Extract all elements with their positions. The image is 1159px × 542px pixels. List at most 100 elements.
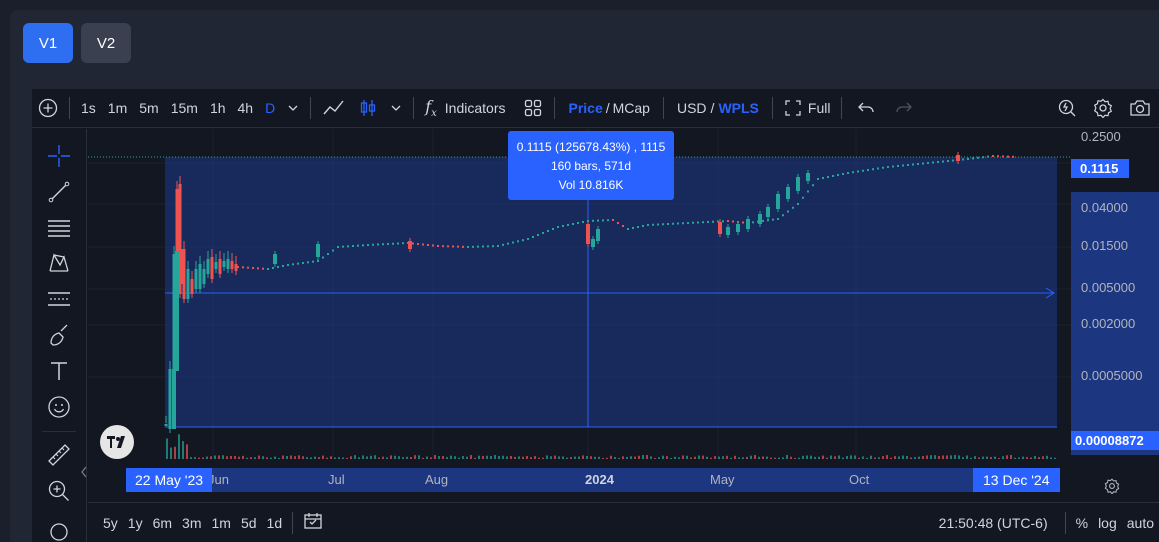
volume-bar bbox=[290, 455, 292, 459]
range-1d[interactable]: 1d bbox=[262, 515, 288, 531]
axis-settings-button[interactable] bbox=[1104, 478, 1120, 499]
tab-v2[interactable]: V2 bbox=[81, 23, 131, 63]
volume-bar bbox=[194, 457, 196, 459]
interval-4h[interactable]: 4h bbox=[232, 89, 260, 128]
settings-button[interactable] bbox=[1085, 89, 1121, 128]
tooltip-price-change: 0.1115 (125678.43%) , 1115 bbox=[508, 138, 674, 157]
candle-body bbox=[627, 228, 629, 230]
range-6m[interactable]: 6m bbox=[148, 515, 177, 531]
candle-body bbox=[607, 219, 609, 221]
text-tool[interactable] bbox=[46, 358, 72, 384]
candle-body bbox=[662, 223, 664, 225]
wpls-option[interactable]: WPLS bbox=[718, 100, 758, 116]
interval-1h[interactable]: 1h bbox=[204, 89, 232, 128]
layouts-button[interactable] bbox=[517, 89, 549, 128]
crosshair-tool[interactable] bbox=[46, 143, 72, 169]
grid-icon bbox=[523, 98, 543, 118]
currency-toggle[interactable]: USD / WPLS bbox=[669, 89, 767, 128]
zoom-tool[interactable] bbox=[46, 478, 72, 504]
candle-body bbox=[697, 222, 699, 224]
interval-1s[interactable]: 1s bbox=[75, 89, 102, 128]
line-chart-button[interactable] bbox=[316, 89, 352, 128]
chart-type-dropdown[interactable] bbox=[384, 89, 408, 128]
volume-bar bbox=[998, 458, 1000, 459]
volume-bar bbox=[574, 457, 576, 459]
candle-body bbox=[357, 245, 359, 247]
indicators-button[interactable]: fx Indicators bbox=[419, 89, 511, 128]
undo-button[interactable] bbox=[847, 89, 885, 128]
percent-toggle[interactable]: % bbox=[1071, 515, 1093, 531]
usd-option[interactable]: USD bbox=[677, 100, 707, 116]
interval-5m[interactable]: 5m bbox=[133, 89, 164, 128]
volume-bar bbox=[1006, 455, 1008, 459]
interval-d[interactable]: D bbox=[259, 89, 281, 128]
volume-bar bbox=[318, 457, 320, 459]
candle-body bbox=[342, 246, 344, 248]
volume-bar bbox=[514, 457, 516, 459]
volume-bar bbox=[750, 456, 752, 459]
volume-bar bbox=[170, 448, 172, 459]
tradingview-logo[interactable] bbox=[100, 425, 134, 459]
candle-body bbox=[172, 369, 176, 429]
candle-body bbox=[932, 162, 934, 164]
price-mcap-toggle[interactable]: Price / MCap bbox=[560, 89, 658, 128]
range-5y[interactable]: 5y bbox=[98, 515, 123, 531]
volume-bar bbox=[430, 457, 432, 459]
range-1m[interactable]: 1m bbox=[207, 515, 236, 531]
add-symbol-button[interactable] bbox=[32, 89, 64, 128]
screenshot-button[interactable] bbox=[1121, 89, 1159, 128]
volume-bar bbox=[358, 457, 360, 459]
volume-bar bbox=[966, 455, 968, 459]
time-axis[interactable]: Jun Jul Aug 2024 May Oct 22 May '23 13 D… bbox=[88, 460, 1071, 502]
quick-search-button[interactable] bbox=[1049, 89, 1085, 128]
log-toggle[interactable]: log bbox=[1093, 515, 1122, 531]
pattern-tool[interactable] bbox=[46, 250, 72, 276]
gear-icon bbox=[1104, 478, 1120, 494]
range-5d[interactable]: 5d bbox=[236, 515, 262, 531]
ruler-icon bbox=[47, 443, 71, 467]
candle-body bbox=[822, 177, 824, 179]
volume-bar bbox=[586, 456, 588, 459]
chevron-left-icon[interactable] bbox=[80, 465, 88, 479]
volume-bar bbox=[902, 456, 904, 459]
candle-body bbox=[372, 244, 374, 246]
emoji-tool[interactable] bbox=[46, 394, 72, 420]
interval-dropdown[interactable] bbox=[281, 89, 305, 128]
magnet-tool[interactable] bbox=[46, 522, 72, 542]
volume-bar bbox=[874, 458, 876, 459]
candle-body bbox=[752, 221, 754, 223]
measure-tool[interactable] bbox=[46, 442, 72, 468]
volume-bar bbox=[634, 457, 636, 459]
clock-time[interactable]: 21:50:48 (UTC-6) bbox=[934, 515, 1060, 531]
fullscreen-button[interactable]: Full bbox=[778, 89, 837, 128]
candle-body bbox=[937, 161, 939, 163]
candle-body bbox=[782, 214, 784, 216]
go-to-date-button[interactable] bbox=[298, 512, 328, 533]
interval-1m[interactable]: 1m bbox=[102, 89, 133, 128]
brush-tool[interactable] bbox=[46, 322, 72, 348]
redo-button[interactable] bbox=[885, 89, 923, 128]
candle-body bbox=[897, 165, 899, 167]
range-1y[interactable]: 1y bbox=[123, 515, 148, 531]
range-3m[interactable]: 3m bbox=[177, 515, 206, 531]
volume-bar bbox=[650, 456, 652, 459]
tab-v1[interactable]: V1 bbox=[23, 23, 73, 63]
volume-bar bbox=[766, 457, 768, 459]
volume-bar bbox=[434, 455, 436, 459]
prediction-tool[interactable] bbox=[46, 286, 72, 312]
price-option[interactable]: Price bbox=[568, 100, 602, 116]
volume-bar bbox=[210, 456, 212, 459]
fib-tool[interactable] bbox=[46, 215, 72, 241]
trend-line-tool[interactable] bbox=[46, 179, 72, 205]
chart-widget: 1s 1m 5m 15m 1h 4h D fx Indicators Price bbox=[32, 89, 1159, 542]
candle-body bbox=[707, 221, 709, 223]
candle-body bbox=[472, 246, 474, 248]
auto-toggle[interactable]: auto bbox=[1122, 515, 1159, 531]
price-axis[interactable]: 0.2500 0.04000 0.01500 0.005000 0.002000… bbox=[1071, 129, 1159, 472]
interval-15m[interactable]: 15m bbox=[165, 89, 204, 128]
candles-chart-button[interactable] bbox=[352, 89, 384, 128]
candle-body bbox=[367, 244, 369, 246]
candle-body bbox=[596, 229, 600, 241]
mcap-option[interactable]: MCap bbox=[613, 100, 650, 116]
candle-body bbox=[302, 262, 304, 264]
